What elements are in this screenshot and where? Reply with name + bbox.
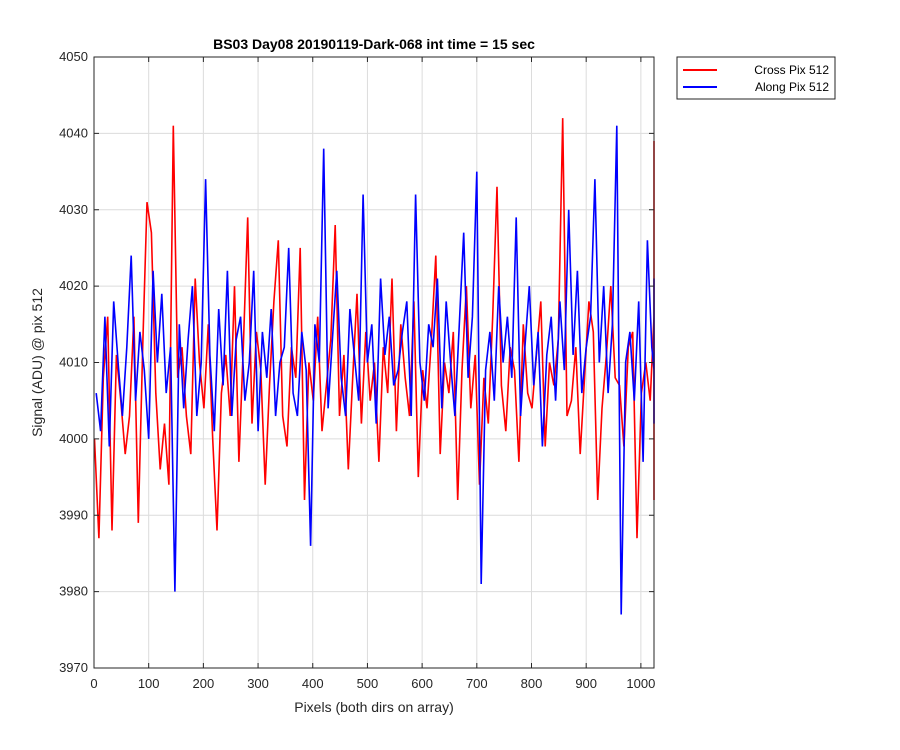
legend-label: Along Pix 512 (755, 80, 829, 94)
y-tick-label: 4030 (59, 202, 88, 217)
y-axis-label: Signal (ADU) @ pix 512 (29, 288, 45, 437)
x-tick-label: 800 (521, 676, 543, 691)
y-tick-label: 4040 (59, 125, 88, 140)
chart-title: BS03 Day08 20190119-Dark-068 int time = … (213, 36, 535, 52)
x-tick-label: 900 (575, 676, 597, 691)
x-tick-label: 400 (302, 676, 324, 691)
y-tick-label: 3980 (59, 584, 88, 599)
x-tick-label: 0 (90, 676, 97, 691)
x-tick-label: 300 (247, 676, 269, 691)
axis-ticks: 0 100 200 300 400 500 600 700 800 900 1000 3970 3980… (59, 49, 655, 691)
y-tick-label: 3970 (59, 660, 88, 675)
x-tick-label: 700 (466, 676, 488, 691)
y-tick-label: 4010 (59, 355, 88, 370)
y-tick-label: 4020 (59, 278, 88, 293)
legend-label: Cross Pix 512 (754, 63, 829, 77)
legend-box (676, 56, 836, 100)
y-tick-label: 4000 (59, 431, 88, 446)
y-tick-label: 3990 (59, 507, 88, 522)
x-axis-label: Pixels (both dirs on array) (294, 699, 454, 715)
y-tick-label: 4050 (59, 49, 88, 64)
x-tick-label: 100 (138, 676, 160, 691)
legend: Cross Pix 512 Along Pix 512 (676, 56, 836, 100)
x-tick-label: 500 (357, 676, 379, 691)
x-tick-label: 600 (411, 676, 433, 691)
x-tick-label: 1000 (626, 676, 655, 691)
x-tick-label: 200 (193, 676, 215, 691)
